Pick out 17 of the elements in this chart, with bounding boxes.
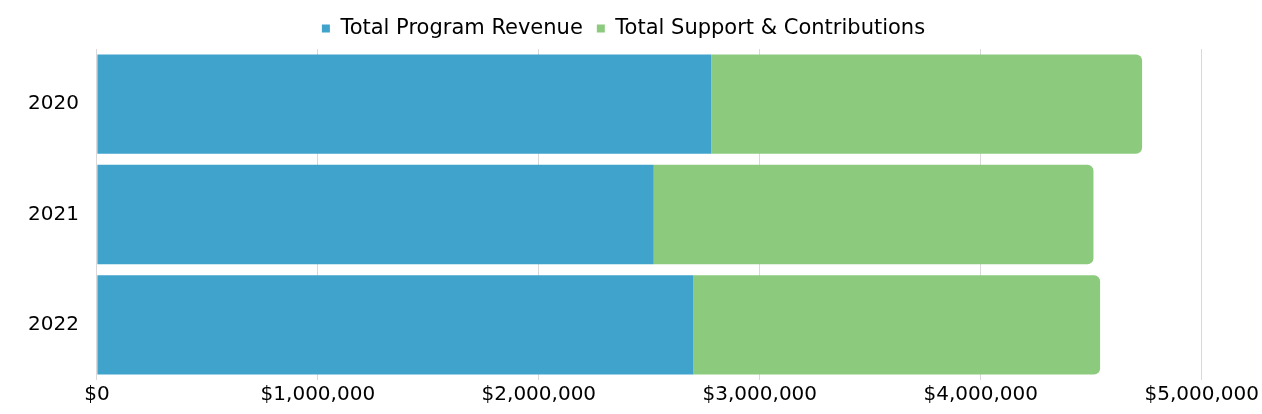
bar [97, 54, 712, 154]
bar [97, 275, 694, 375]
y-tick-label: 2021 [27, 200, 79, 225]
x-tick-label: $1,000,000 [260, 381, 376, 406]
x-tick-label: $0 [84, 381, 110, 406]
bar [97, 164, 654, 265]
bar [693, 275, 1101, 375]
bar [653, 164, 1094, 265]
y-tick-label: 2020 [27, 90, 79, 115]
legend-label: Total Program Revenue [339, 14, 583, 39]
legend-label: Total Support & Contributions [614, 14, 926, 39]
x-tick-label: $4,000,000 [923, 381, 1039, 406]
x-tick-label: $5,000,000 [1144, 381, 1259, 406]
y-tick-label: 2022 [27, 311, 79, 336]
x-tick-label: $2,000,000 [481, 381, 597, 406]
x-tick-label: $3,000,000 [702, 381, 818, 406]
bar [711, 54, 1143, 154]
